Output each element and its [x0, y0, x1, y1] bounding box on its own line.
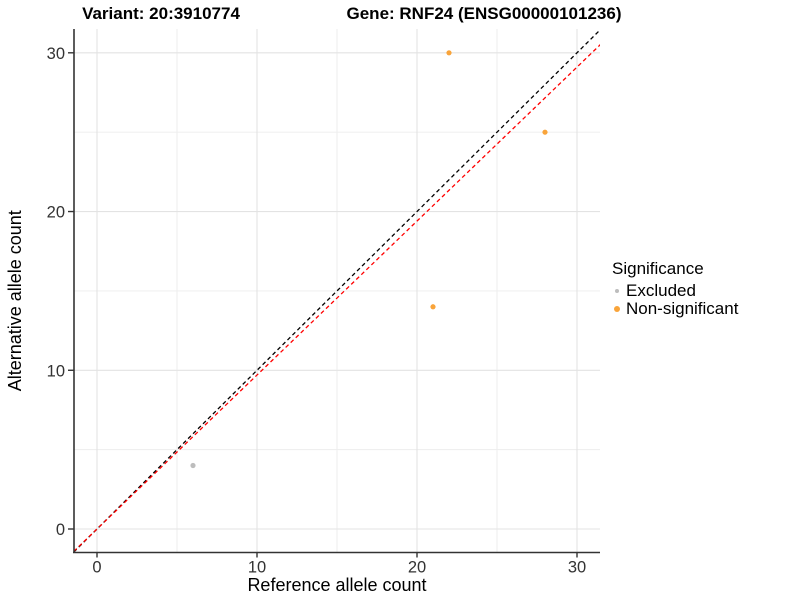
legend-item-excluded: Excluded	[612, 282, 738, 300]
data-point-non-significant	[430, 304, 436, 310]
x-tick-label: 10	[248, 559, 266, 577]
y-tick-label: 30	[47, 45, 65, 63]
data-point-non-significant	[542, 129, 548, 135]
data-point-non-significant	[446, 50, 452, 56]
legend-item-non-significant: Non-significant	[612, 300, 738, 318]
gene-title: Gene: RNF24 (ENSG00000101236)	[346, 4, 622, 23]
x-axis-title: Reference allele count	[247, 575, 426, 595]
legend: Significance Excluded Non-significant	[612, 259, 738, 318]
legend-item-label: Excluded	[626, 281, 696, 300]
y-tick-label: 10	[47, 362, 65, 380]
identity-line	[74, 29, 600, 553]
data-point-excluded	[190, 462, 196, 469]
legend-title: Significance	[612, 259, 704, 278]
x-tick-label: 20	[408, 559, 426, 577]
y-axis-title: Alternative allele count	[5, 210, 25, 391]
y-tick-label: 0	[56, 521, 65, 539]
x-tick-label: 0	[92, 559, 101, 577]
y-tick-label: 20	[47, 204, 65, 222]
excluded-dot-icon	[615, 289, 619, 293]
non-significant-dot-icon	[614, 306, 620, 312]
x-tick-label: 30	[568, 559, 586, 577]
expected-ratio-line	[74, 44, 600, 552]
legend-item-label: Non-significant	[626, 299, 739, 318]
variant-title: Variant: 20:3910774	[82, 4, 240, 23]
